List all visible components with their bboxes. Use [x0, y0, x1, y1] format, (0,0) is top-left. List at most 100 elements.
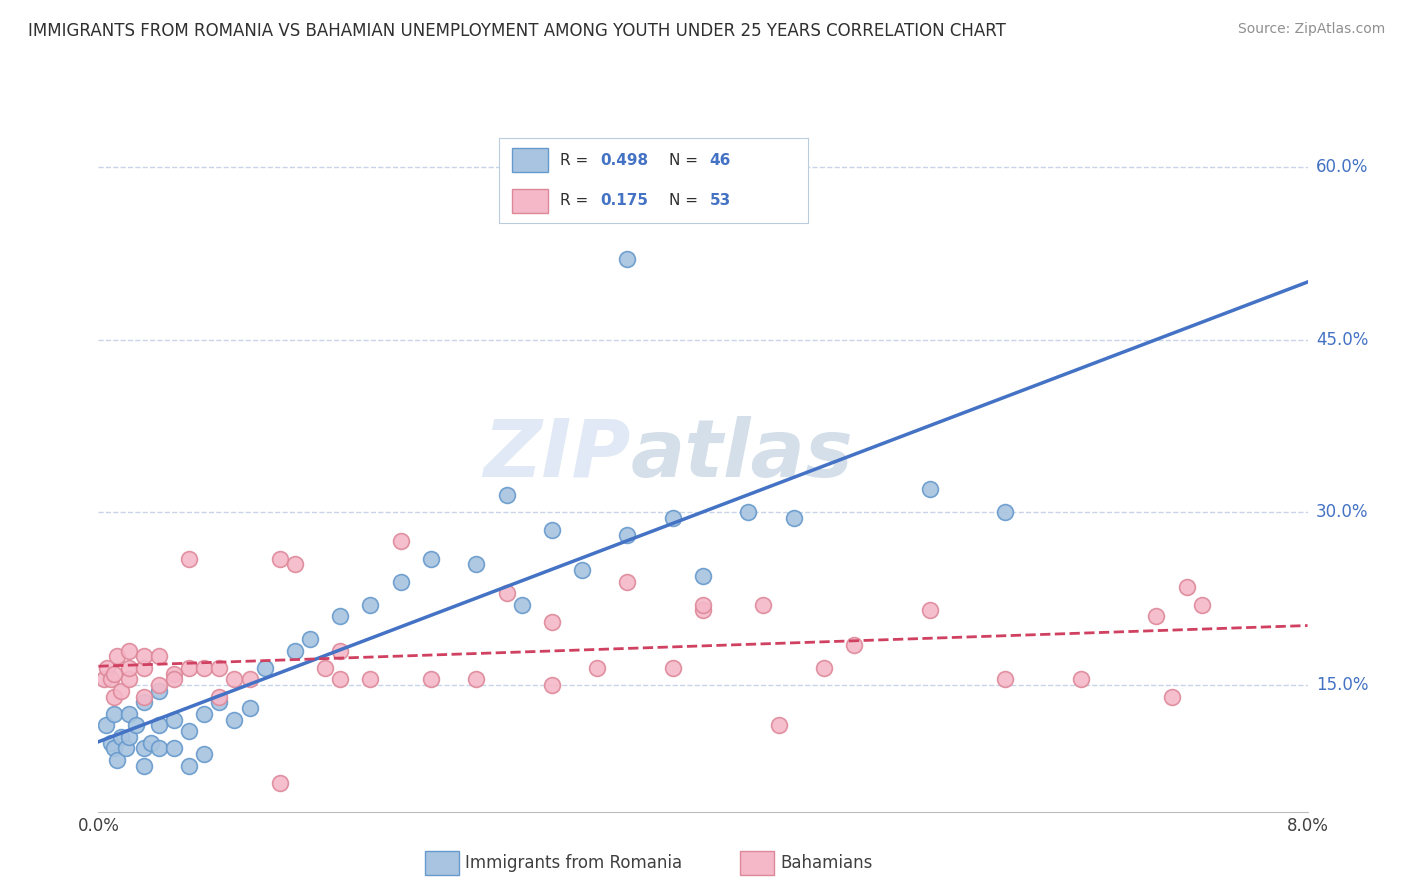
Point [93, 673, 115, 687]
Point [224, 673, 246, 687]
Point [616, 574, 638, 589]
Point [329, 673, 352, 687]
Text: 46: 46 [710, 153, 731, 168]
Point [465, 673, 488, 687]
FancyBboxPatch shape [512, 148, 548, 172]
Point [118, 706, 141, 721]
Point [1160, 690, 1182, 704]
Point [118, 643, 141, 657]
Point [239, 701, 262, 715]
Point [193, 706, 215, 721]
Point [359, 598, 381, 612]
Point [495, 586, 517, 600]
Point [994, 673, 1017, 687]
Point [359, 673, 381, 687]
Point [179, 758, 201, 772]
Point [661, 661, 683, 675]
Point [540, 615, 562, 629]
Point [389, 574, 412, 589]
Point [125, 718, 148, 732]
Point [114, 741, 136, 756]
Point [419, 673, 441, 687]
Text: atlas: atlas [630, 416, 853, 494]
Text: Source: ZipAtlas.com: Source: ZipAtlas.com [1237, 22, 1385, 37]
Text: 15.0%: 15.0% [1316, 676, 1368, 694]
Point [141, 736, 163, 750]
FancyBboxPatch shape [425, 851, 458, 875]
Point [208, 690, 231, 704]
Point [314, 661, 336, 675]
Point [103, 706, 125, 721]
Point [1175, 580, 1198, 594]
Point [148, 741, 170, 756]
Point [269, 551, 291, 566]
Point [118, 730, 141, 744]
Text: N =: N = [669, 153, 703, 168]
Point [269, 776, 291, 790]
Point [540, 678, 562, 692]
Point [163, 741, 186, 756]
Point [148, 649, 170, 664]
Point [1191, 598, 1213, 612]
Point [132, 690, 155, 704]
Point [465, 558, 488, 572]
Point [495, 488, 517, 502]
Point [813, 661, 835, 675]
Text: 0.175: 0.175 [600, 194, 648, 209]
Point [208, 661, 231, 675]
FancyBboxPatch shape [740, 851, 775, 875]
Point [179, 661, 201, 675]
Text: 60.0%: 60.0% [1316, 158, 1368, 177]
Text: 45.0%: 45.0% [1316, 331, 1368, 349]
Point [299, 632, 322, 646]
Point [1070, 673, 1092, 687]
Point [782, 511, 804, 525]
Point [110, 684, 132, 698]
Point [179, 724, 201, 739]
Point [103, 741, 125, 756]
Point [118, 673, 141, 687]
Text: Immigrants from Romania: Immigrants from Romania [465, 854, 682, 872]
Point [193, 747, 215, 761]
Text: R =: R = [560, 194, 593, 209]
Point [389, 534, 412, 549]
Point [284, 643, 307, 657]
Point [193, 661, 215, 675]
Point [96, 661, 118, 675]
Point [616, 528, 638, 542]
FancyBboxPatch shape [512, 189, 548, 213]
Point [329, 609, 352, 624]
Point [692, 568, 714, 582]
Point [110, 730, 132, 744]
Point [103, 666, 125, 681]
Point [103, 690, 125, 704]
Point [163, 713, 186, 727]
Point [105, 753, 128, 767]
Point [163, 673, 186, 687]
Text: ZIP: ZIP [484, 416, 630, 494]
Point [329, 643, 352, 657]
Text: 53: 53 [710, 194, 731, 209]
Point [844, 638, 866, 652]
Point [148, 718, 170, 732]
Point [540, 523, 562, 537]
Point [132, 741, 155, 756]
Point [752, 598, 775, 612]
Text: 30.0%: 30.0% [1316, 503, 1368, 522]
Point [692, 603, 714, 617]
Text: N =: N = [669, 194, 703, 209]
Point [148, 678, 170, 692]
Point [918, 603, 941, 617]
Point [239, 673, 262, 687]
Point [571, 563, 593, 577]
Point [100, 673, 122, 687]
Point [132, 695, 155, 709]
Point [419, 551, 441, 566]
Point [163, 666, 186, 681]
Point [994, 506, 1017, 520]
Point [224, 713, 246, 727]
Point [692, 598, 714, 612]
Point [132, 661, 155, 675]
Point [253, 661, 276, 675]
Point [1144, 609, 1167, 624]
